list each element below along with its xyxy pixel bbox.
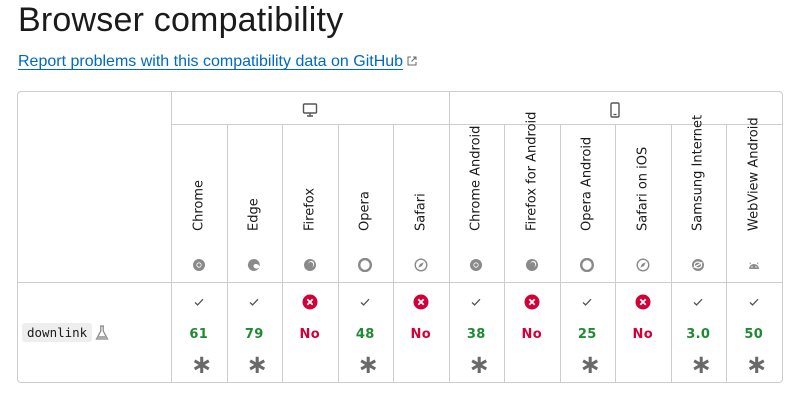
support-version: No bbox=[299, 327, 320, 342]
checkmark-icon bbox=[468, 294, 484, 310]
table-divider bbox=[726, 125, 727, 382]
flask-icon bbox=[95, 324, 109, 340]
table-divider bbox=[227, 125, 228, 382]
browser-name: Firefox for Android bbox=[524, 111, 540, 231]
feature-row-header: downlink bbox=[22, 323, 109, 342]
table-divider bbox=[560, 125, 561, 382]
checkmark-icon bbox=[690, 294, 706, 310]
table-divider bbox=[393, 125, 394, 382]
browser-header-firefox: Firefox bbox=[282, 125, 338, 282]
safari-icon bbox=[636, 258, 650, 272]
table-divider bbox=[171, 92, 172, 382]
table-divider bbox=[449, 92, 450, 382]
table-divider bbox=[338, 125, 339, 382]
browser-header-webview-android: WebView Android bbox=[726, 117, 782, 282]
browser-header-samsung-internet: Samsung Internet bbox=[671, 115, 727, 282]
browser-header-firefox-for-android: Firefox for Android bbox=[504, 112, 560, 282]
chrome-icon bbox=[470, 259, 483, 271]
support-version: 25 bbox=[577, 327, 597, 342]
chrome-icon bbox=[192, 259, 205, 271]
support-cell[interactable]: 50 ∗ bbox=[726, 283, 782, 383]
support-cell[interactable]: No bbox=[504, 283, 560, 383]
table-divider bbox=[282, 125, 283, 382]
table-divider bbox=[171, 124, 782, 125]
page-title: Browser compatibility bbox=[18, 1, 344, 39]
compatibility-table: Chrome Edge Firefox Opera Safari Chrome Andro… bbox=[17, 91, 783, 383]
table-divider bbox=[671, 125, 672, 382]
checkmark-icon bbox=[191, 294, 207, 310]
edge-icon bbox=[248, 258, 261, 271]
mobile-icon bbox=[606, 101, 624, 119]
cross-icon bbox=[302, 294, 318, 310]
browser-header-chrome-android: Chrome Android bbox=[449, 125, 505, 282]
checkmark-icon bbox=[357, 294, 373, 310]
footnote-asterisk-icon: ∗ bbox=[357, 350, 380, 380]
feature-name: downlink bbox=[22, 323, 93, 342]
browser-name: Chrome Android bbox=[468, 125, 484, 231]
support-version: No bbox=[410, 327, 431, 342]
browser-name: Safari bbox=[413, 193, 429, 231]
support-version: 79 bbox=[244, 327, 264, 342]
support-cell[interactable]: No bbox=[282, 283, 338, 383]
browser-name: WebView Android bbox=[746, 117, 762, 231]
safari-icon bbox=[414, 258, 428, 272]
checkmark-icon bbox=[246, 294, 262, 310]
support-cell[interactable]: 38 ∗ bbox=[449, 283, 505, 383]
footnote-asterisk-icon: ∗ bbox=[190, 350, 213, 380]
browser-header-safari-on-ios: Safari on iOS bbox=[615, 125, 671, 282]
table-divider bbox=[615, 125, 616, 382]
browser-name: Opera Android bbox=[579, 136, 595, 231]
firefox-icon bbox=[525, 259, 538, 271]
footnote-asterisk-icon: ∗ bbox=[246, 350, 269, 380]
footnote-asterisk-icon: ∗ bbox=[690, 350, 713, 380]
checkmark-icon bbox=[579, 294, 595, 310]
support-cell[interactable]: 79 ∗ bbox=[227, 283, 283, 383]
support-version: 38 bbox=[466, 327, 486, 342]
support-version: 61 bbox=[189, 327, 209, 342]
footnote-asterisk-icon: ∗ bbox=[468, 350, 491, 380]
browser-name: Opera bbox=[357, 191, 373, 231]
cross-icon bbox=[413, 294, 429, 310]
android-icon bbox=[748, 262, 759, 269]
support-version: 50 bbox=[744, 327, 764, 342]
support-version: 3.0 bbox=[686, 327, 711, 342]
desktop-icon bbox=[301, 101, 319, 119]
browser-header-edge: Edge bbox=[227, 125, 283, 282]
support-version: 48 bbox=[355, 327, 375, 342]
browser-name: Edge bbox=[246, 198, 262, 231]
samsung-internet-icon bbox=[692, 259, 705, 271]
report-problems-link[interactable]: Report problems with this compatibility … bbox=[18, 52, 417, 72]
support-cell[interactable]: No bbox=[393, 283, 449, 383]
checkmark-icon bbox=[746, 294, 762, 310]
report-problems-link-text: Report problems with this compatibility … bbox=[18, 53, 404, 70]
browser-header-opera-android: Opera Android bbox=[560, 125, 616, 282]
support-cell[interactable]: 25 ∗ bbox=[560, 283, 616, 383]
support-cell[interactable]: 48 ∗ bbox=[338, 283, 394, 383]
browser-name: Firefox bbox=[302, 187, 318, 231]
table-divider bbox=[18, 282, 782, 283]
support-cell[interactable]: 61 ∗ bbox=[171, 283, 227, 383]
browser-header-safari: Safari bbox=[393, 125, 449, 282]
browser-name: Samsung Internet bbox=[690, 114, 706, 231]
external-link-icon bbox=[407, 56, 417, 66]
support-version: No bbox=[521, 327, 542, 342]
browser-header-opera: Opera bbox=[338, 125, 394, 282]
browser-header-chrome: Chrome bbox=[171, 125, 227, 282]
firefox-icon bbox=[303, 259, 316, 271]
browser-name: Chrome bbox=[191, 180, 207, 231]
support-cell[interactable]: No bbox=[615, 283, 671, 383]
browser-name: Safari on iOS bbox=[635, 146, 651, 231]
support-version: No bbox=[632, 327, 653, 342]
table-divider bbox=[504, 125, 505, 382]
opera-icon bbox=[358, 258, 373, 272]
support-cell[interactable]: 3.0 ∗ bbox=[671, 283, 727, 383]
footnote-asterisk-icon: ∗ bbox=[579, 350, 602, 380]
footnote-asterisk-icon: ∗ bbox=[745, 350, 768, 380]
cross-icon bbox=[524, 294, 540, 310]
cross-icon bbox=[635, 294, 651, 310]
opera-icon bbox=[580, 258, 595, 272]
